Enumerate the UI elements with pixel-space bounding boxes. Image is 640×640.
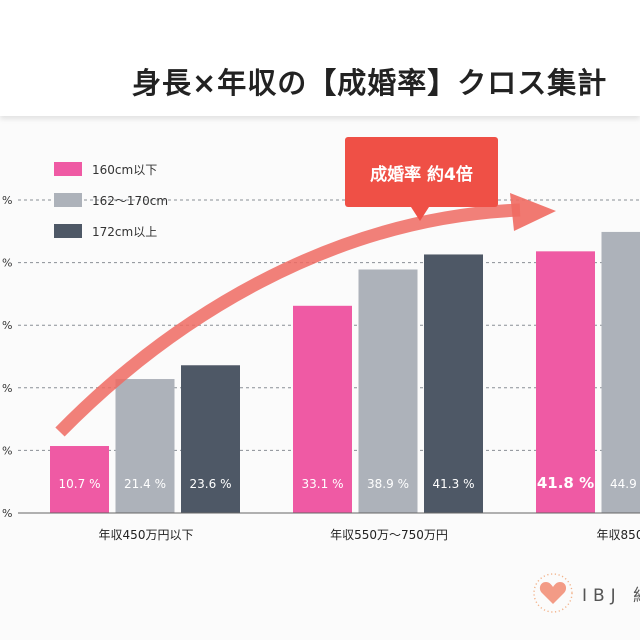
legend-item-160cm: 160cm以下 [54, 160, 168, 178]
bar-value-label: 44.9 % [610, 477, 640, 491]
bar-value-label: 21.4 % [124, 477, 166, 491]
y-tick-label: % [2, 319, 12, 332]
legend-item-172cm: 172cm以上 [54, 222, 168, 240]
y-tick-label: % [2, 382, 12, 395]
chart-title: 身長×年収の【成婚率】クロス集計 [132, 66, 608, 100]
x-tick-label: 年収450万円以下 [99, 528, 194, 542]
legend-item-162-170cm: 162～170cm [54, 191, 168, 209]
bar-value-label: 41.3 % [433, 477, 475, 491]
x-tick-label: 年収550万～750万円 [330, 528, 448, 542]
x-tick-label: 年収850万円 [597, 528, 640, 542]
legend: 160cm以下 162～170cm 172cm以上 [54, 160, 168, 253]
bar [601, 231, 640, 513]
trend-arrow-body [55, 203, 521, 437]
y-tick-label: % [2, 194, 12, 207]
brand-text: IBJ 結 [582, 585, 640, 606]
title-band: 身長×年収の【成婚率】クロス集計 [0, 0, 640, 116]
bar [50, 446, 109, 513]
legend-swatch-dark [54, 224, 82, 238]
heart-icon [533, 573, 573, 613]
legend-label: 162～170cm [92, 193, 169, 208]
bar [536, 251, 595, 513]
y-tick-label: % [2, 507, 12, 520]
bar-value-label: 10.7 % [59, 477, 101, 491]
bar-value-label: 41.8 % [537, 474, 594, 492]
bar [424, 254, 483, 513]
legend-swatch-gray [54, 193, 82, 207]
bar [358, 269, 418, 513]
bar-value-label: 23.6 % [190, 477, 232, 491]
bar-value-label: 38.9 % [367, 477, 409, 491]
bar [115, 379, 175, 513]
y-tick-label: % [2, 257, 12, 270]
bar [293, 305, 352, 513]
trend-arrow-head [510, 193, 556, 231]
callout-text: 成婚率 約4倍 [370, 164, 473, 185]
brand: IBJ 結 [532, 572, 640, 614]
bar [181, 365, 240, 513]
bar-value-label: 33.1 % [302, 477, 344, 491]
legend-label: 172cm以上 [92, 224, 158, 239]
legend-label: 160cm以下 [92, 162, 158, 177]
legend-swatch-pink [54, 162, 82, 176]
callout-bubble: 成婚率 約4倍 [345, 137, 498, 221]
y-tick-label: % [2, 444, 12, 457]
